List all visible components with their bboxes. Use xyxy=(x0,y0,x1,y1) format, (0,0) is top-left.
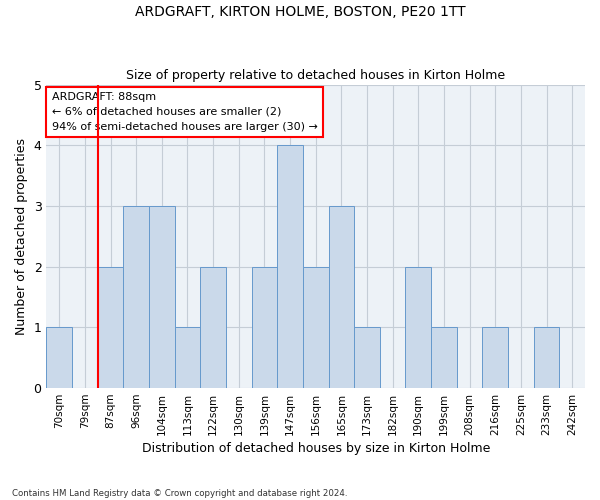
Bar xyxy=(277,146,303,388)
Bar xyxy=(175,328,200,388)
Text: Contains HM Land Registry data © Crown copyright and database right 2024.: Contains HM Land Registry data © Crown c… xyxy=(12,488,347,498)
Text: ARDGRAFT: 88sqm
← 6% of detached houses are smaller (2)
94% of semi-detached hou: ARDGRAFT: 88sqm ← 6% of detached houses … xyxy=(52,92,317,132)
Bar xyxy=(303,266,329,388)
Bar xyxy=(534,328,559,388)
Bar xyxy=(482,328,508,388)
Bar xyxy=(98,266,124,388)
Bar xyxy=(124,206,149,388)
Text: ARDGRAFT, KIRTON HOLME, BOSTON, PE20 1TT: ARDGRAFT, KIRTON HOLME, BOSTON, PE20 1TT xyxy=(134,5,466,19)
X-axis label: Distribution of detached houses by size in Kirton Holme: Distribution of detached houses by size … xyxy=(142,442,490,455)
Bar xyxy=(354,328,380,388)
Bar xyxy=(251,266,277,388)
Bar xyxy=(46,328,72,388)
Bar xyxy=(329,206,354,388)
Bar xyxy=(149,206,175,388)
Bar xyxy=(431,328,457,388)
Bar xyxy=(200,266,226,388)
Y-axis label: Number of detached properties: Number of detached properties xyxy=(15,138,28,335)
Title: Size of property relative to detached houses in Kirton Holme: Size of property relative to detached ho… xyxy=(126,69,505,82)
Bar xyxy=(406,266,431,388)
